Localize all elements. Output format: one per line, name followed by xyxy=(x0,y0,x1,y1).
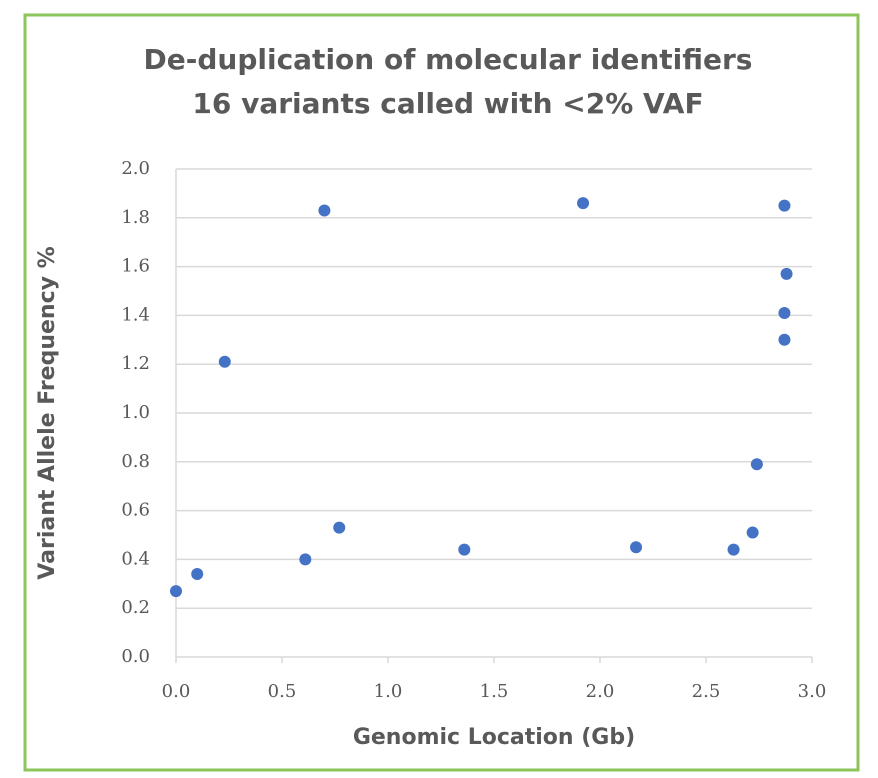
y-tick-label: 0.8 xyxy=(121,451,150,472)
y-tick-label: 0.6 xyxy=(121,500,150,521)
y-tick-label: 1.4 xyxy=(121,304,150,325)
y-tick-label: 0.4 xyxy=(121,548,150,569)
x-axis-label: Genomic Location (Gb) xyxy=(353,725,635,750)
point xyxy=(727,543,740,556)
point xyxy=(191,568,204,581)
point xyxy=(218,355,231,368)
x-tick-label: 1.0 xyxy=(374,681,403,702)
x-tick-label: 3.0 xyxy=(798,681,827,702)
y-tick-label: 1.6 xyxy=(121,256,150,277)
point xyxy=(458,543,471,556)
point xyxy=(333,521,346,534)
point xyxy=(750,458,763,471)
point xyxy=(778,306,791,319)
point xyxy=(778,333,791,346)
point xyxy=(170,585,182,598)
point xyxy=(778,199,791,212)
point xyxy=(299,553,312,566)
y-tick-label: 2.0 xyxy=(121,158,150,179)
point xyxy=(318,204,331,217)
y-tick-label: 0.0 xyxy=(121,646,150,667)
x-tick-label: 2.5 xyxy=(692,681,721,702)
point xyxy=(630,541,643,554)
point xyxy=(746,526,759,539)
x-tick-label: 0.0 xyxy=(162,681,191,702)
y-tick-label: 1.2 xyxy=(121,353,150,374)
point xyxy=(577,197,590,210)
y-axis-label: Variant Allele Frequency % xyxy=(35,246,60,579)
x-tick-label: 1.5 xyxy=(480,681,509,702)
y-tick-label: 1.8 xyxy=(121,207,150,228)
x-tick-label: 0.5 xyxy=(268,681,297,702)
y-tick-label: 1.0 xyxy=(121,402,150,423)
point xyxy=(780,267,793,280)
frame xyxy=(23,13,860,772)
chart-title: De-duplication of molecular identifiers xyxy=(144,43,753,76)
y-tick-label: 0.2 xyxy=(121,597,150,618)
x-tick-label: 2.0 xyxy=(586,681,615,702)
chart-subtitle: 16 variants called with <2% VAF xyxy=(192,87,703,120)
